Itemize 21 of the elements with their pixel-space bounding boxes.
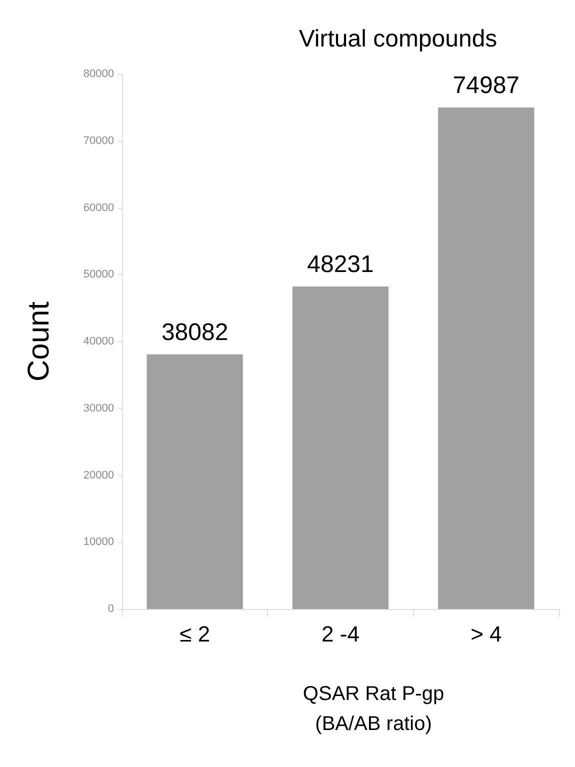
y-tick-label: 40000 — [83, 336, 114, 348]
y-tick-label: 80000 — [83, 68, 114, 80]
chart-title: Virtual compounds — [298, 26, 498, 52]
y-tick-label: 10000 — [83, 536, 114, 548]
x-tick-label: 2 -4 — [322, 622, 360, 646]
data-label: 38082 — [161, 318, 228, 346]
bar — [292, 286, 389, 609]
y-axis-title: Count — [22, 300, 56, 382]
y-tick-label: 20000 — [83, 469, 114, 482]
y-tick-label: 70000 — [83, 134, 114, 147]
bar — [146, 354, 243, 609]
bar — [438, 108, 534, 609]
data-label: 74987 — [452, 72, 520, 100]
x-tick-label: > 4 — [470, 622, 502, 646]
y-tick-label: 60000 — [83, 202, 114, 214]
x-tick-label: ≤ 2 — [180, 622, 210, 646]
y-tick-label: 30000 — [83, 402, 114, 414]
y-tick-label: 0 — [108, 603, 114, 615]
y-tick-label: 50000 — [83, 268, 114, 281]
data-label: 48231 — [307, 250, 374, 278]
x-axis-title: QSAR Rat P-gp (BA/AB ratio) — [302, 683, 444, 735]
